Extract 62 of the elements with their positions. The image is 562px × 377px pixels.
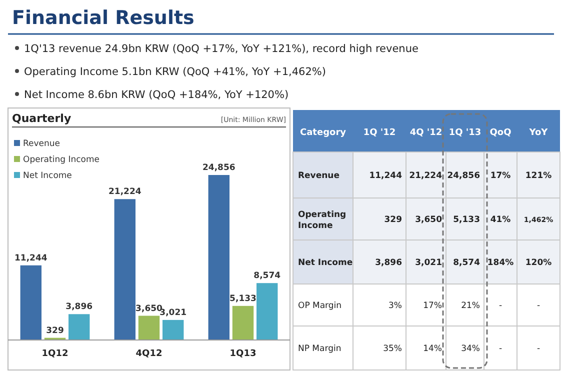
category-label: Revenue <box>298 171 340 181</box>
x-tick-label: 4Q12 <box>136 349 162 359</box>
text: 121% <box>525 171 552 181</box>
data-label: 24,856 <box>202 163 236 173</box>
text: 3,650 <box>415 215 442 225</box>
bar <box>20 265 42 340</box>
bar <box>232 306 254 340</box>
text: 3,896 <box>375 258 402 268</box>
text: 17% <box>490 171 511 181</box>
category-label: 4Q '12 <box>410 128 442 138</box>
text: 41% <box>490 215 511 225</box>
text: 24,856 <box>447 171 480 181</box>
text: 35% <box>383 344 402 354</box>
category-label: YoY <box>528 128 548 138</box>
text: - <box>498 344 502 354</box>
data-label: 5,133 <box>230 294 257 304</box>
legend-label: Revenue <box>23 139 60 149</box>
text: Operating Income 5.1bn KRW (QoQ +41%, YoY +1,462%) <box>24 66 326 78</box>
x-tick-label: 1Q12 <box>42 349 68 359</box>
text: 329 <box>384 215 402 225</box>
data-label: 3,896 <box>66 302 93 312</box>
bar <box>256 283 278 340</box>
bar <box>68 314 90 340</box>
text: 1Q'13 revenue 24.9bn KRW (QoQ +17%, YoY +121%), record high revenue <box>24 43 418 55</box>
bar <box>114 199 136 340</box>
data-label: 11,244 <box>14 253 48 264</box>
text: 120% <box>525 258 552 268</box>
data-label: 8,574 <box>254 271 281 282</box>
text: - <box>536 344 540 354</box>
text: - <box>498 301 502 311</box>
legend-label: Operating Income <box>23 155 100 165</box>
text: Financial Results <box>12 7 194 29</box>
category-label: 1Q '13 <box>448 128 482 138</box>
text: 14% <box>423 344 442 354</box>
category-label: Net Income <box>298 258 353 268</box>
x-tick-label: 1Q13 <box>230 349 256 359</box>
category-label: Operating Income <box>298 210 346 231</box>
bar <box>208 175 230 340</box>
category-label: QoQ <box>490 128 512 138</box>
text: 21% <box>461 301 480 311</box>
text: 34% <box>461 344 480 354</box>
text: 184% <box>487 258 514 268</box>
bar <box>138 316 160 340</box>
text: 17% <box>423 301 442 311</box>
data-label: 21,224 <box>108 187 142 198</box>
bar <box>162 320 184 340</box>
text: 3,021 <box>415 258 442 268</box>
data-label: 3,021 <box>160 308 187 318</box>
category-label: OP Margin <box>298 301 342 311</box>
text: Net Income 8.6bn KRW (QoQ +184%, YoY +120%) <box>24 89 289 101</box>
category-label: 1Q '12 <box>363 128 396 138</box>
text: 3% <box>388 301 402 311</box>
text: 21,224 <box>409 171 442 181</box>
category-label: NP Margin <box>298 344 342 354</box>
text: Category <box>300 128 346 138</box>
text: - <box>536 301 540 311</box>
text: 11,244 <box>369 171 402 181</box>
text: 5,133 <box>453 215 480 225</box>
legend-label: Net Income <box>23 171 72 181</box>
text: 8,574 <box>453 258 480 268</box>
chart-title: Quarterly <box>12 112 72 125</box>
data-label: 329 <box>46 326 64 336</box>
